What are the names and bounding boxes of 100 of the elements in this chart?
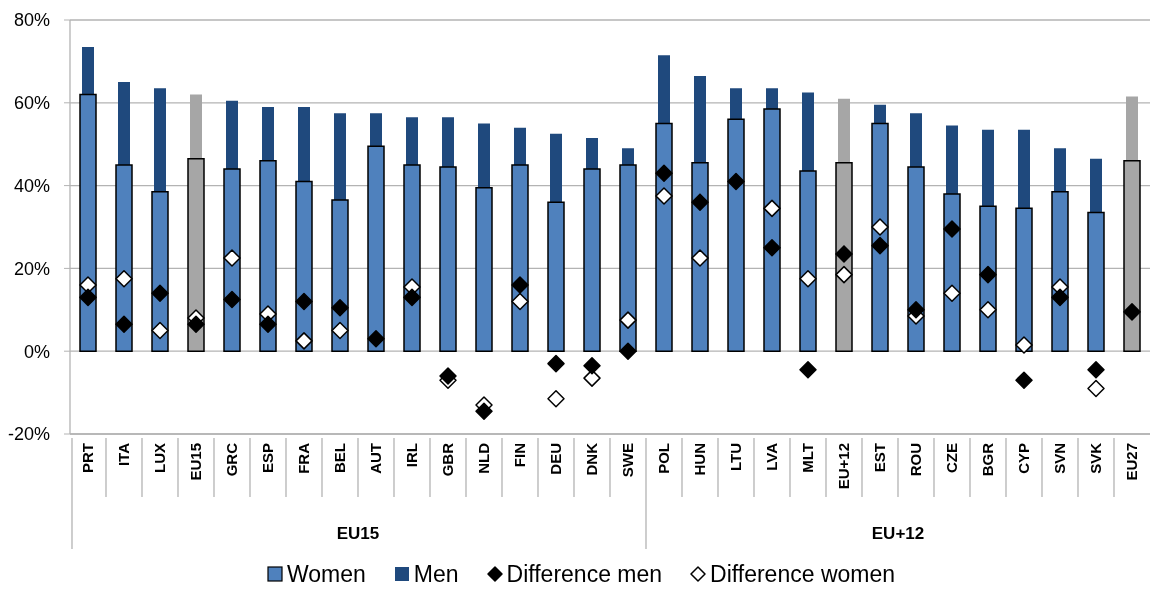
point — [763, 199, 781, 218]
bar — [583, 168, 601, 352]
bar — [871, 122, 889, 352]
legend-label: Difference men — [506, 560, 663, 588]
y-tick-label: 60% — [13, 93, 50, 114]
x-tick-label: PRT — [79, 443, 97, 473]
bar — [439, 166, 457, 352]
x-tick-label: DEU — [547, 443, 565, 475]
point — [1123, 303, 1141, 321]
x-tick-label: CZE — [943, 443, 961, 473]
point — [331, 321, 349, 340]
point — [223, 249, 241, 267]
point — [871, 218, 889, 236]
point — [763, 238, 781, 257]
point — [871, 236, 889, 255]
x-tick-label: SVK — [1087, 442, 1105, 474]
y-tick-label: 40% — [13, 175, 50, 196]
x-tick-label: CYP — [1015, 443, 1033, 474]
point — [1087, 361, 1105, 379]
point — [367, 330, 385, 348]
point — [691, 193, 709, 211]
legend-label: Women — [286, 560, 366, 588]
bar — [367, 145, 385, 352]
point — [943, 284, 961, 302]
point — [547, 354, 565, 373]
x-tick-label: ROU — [907, 443, 925, 477]
x-tick-label: BEL — [331, 443, 349, 473]
point — [655, 187, 673, 205]
x-tick-label: ITA — [115, 442, 133, 467]
point — [727, 172, 745, 191]
point — [943, 220, 961, 238]
x-tick-label: AUT — [367, 443, 385, 474]
point — [1015, 371, 1033, 389]
point — [403, 288, 421, 307]
x-tick-label: EST — [871, 443, 889, 473]
point — [439, 367, 457, 385]
bar — [1015, 207, 1033, 352]
point — [295, 292, 313, 311]
point — [331, 298, 349, 317]
x-tick-label: SVN — [1051, 443, 1069, 474]
bar — [907, 166, 925, 352]
x-tick-label: LVA — [763, 442, 781, 471]
point — [151, 321, 169, 340]
point — [655, 164, 673, 182]
x-tick-label: HUN — [691, 443, 709, 476]
legend-label: Men — [413, 560, 459, 588]
point — [619, 342, 637, 360]
bar — [403, 164, 421, 352]
bar — [547, 201, 565, 352]
x-tick-label: LTU — [727, 443, 745, 472]
bar — [655, 122, 673, 352]
point — [979, 301, 997, 319]
point — [1087, 379, 1105, 398]
y-tick-label: 80% — [13, 10, 50, 31]
point — [79, 288, 97, 307]
x-tick-label: POL — [655, 443, 673, 474]
bar — [79, 93, 97, 352]
point — [691, 249, 709, 267]
point — [475, 402, 493, 420]
x-tick-label: BGR — [979, 442, 997, 477]
text: EU15 — [336, 523, 380, 543]
point — [223, 290, 241, 309]
bar — [259, 160, 277, 352]
point — [187, 315, 205, 334]
bar — [799, 170, 817, 352]
point — [979, 265, 997, 284]
x-tick-label: DNK — [583, 442, 601, 476]
x-tick-label: EU+12 — [835, 443, 853, 490]
y-tick-label: 20% — [13, 258, 50, 279]
point — [511, 292, 529, 311]
x-tick-label: FIN — [511, 443, 529, 468]
bar — [727, 118, 745, 352]
point — [511, 276, 529, 294]
x-tick-label: FRA — [295, 442, 313, 474]
x-tick-label: EU27 — [1123, 443, 1141, 481]
x-tick-label: LUX — [151, 443, 169, 473]
legend-label: Difference women — [710, 560, 896, 588]
point — [619, 311, 637, 329]
y-tick-label: -20% — [7, 424, 50, 445]
x-tick-label: EU15 — [187, 443, 205, 481]
point — [583, 356, 601, 375]
x-tick-label: GBR — [439, 442, 457, 477]
x-tick-label: GRC — [223, 442, 241, 477]
point — [295, 332, 313, 350]
point — [547, 390, 565, 408]
y-tick-label: 0% — [23, 341, 50, 362]
point — [1051, 288, 1069, 307]
point — [907, 301, 925, 319]
bar — [763, 108, 781, 352]
point — [151, 284, 169, 302]
point — [799, 361, 817, 379]
x-tick-label: SWE — [619, 443, 637, 478]
bar — [475, 186, 493, 352]
point — [1015, 336, 1033, 354]
x-tick-label: IRL — [403, 443, 421, 468]
x-tick-label: ESP — [259, 443, 277, 474]
x-tick-label: MLT — [799, 443, 817, 473]
point — [259, 315, 277, 334]
text: EU+12 — [871, 523, 925, 543]
bar — [1087, 211, 1105, 352]
